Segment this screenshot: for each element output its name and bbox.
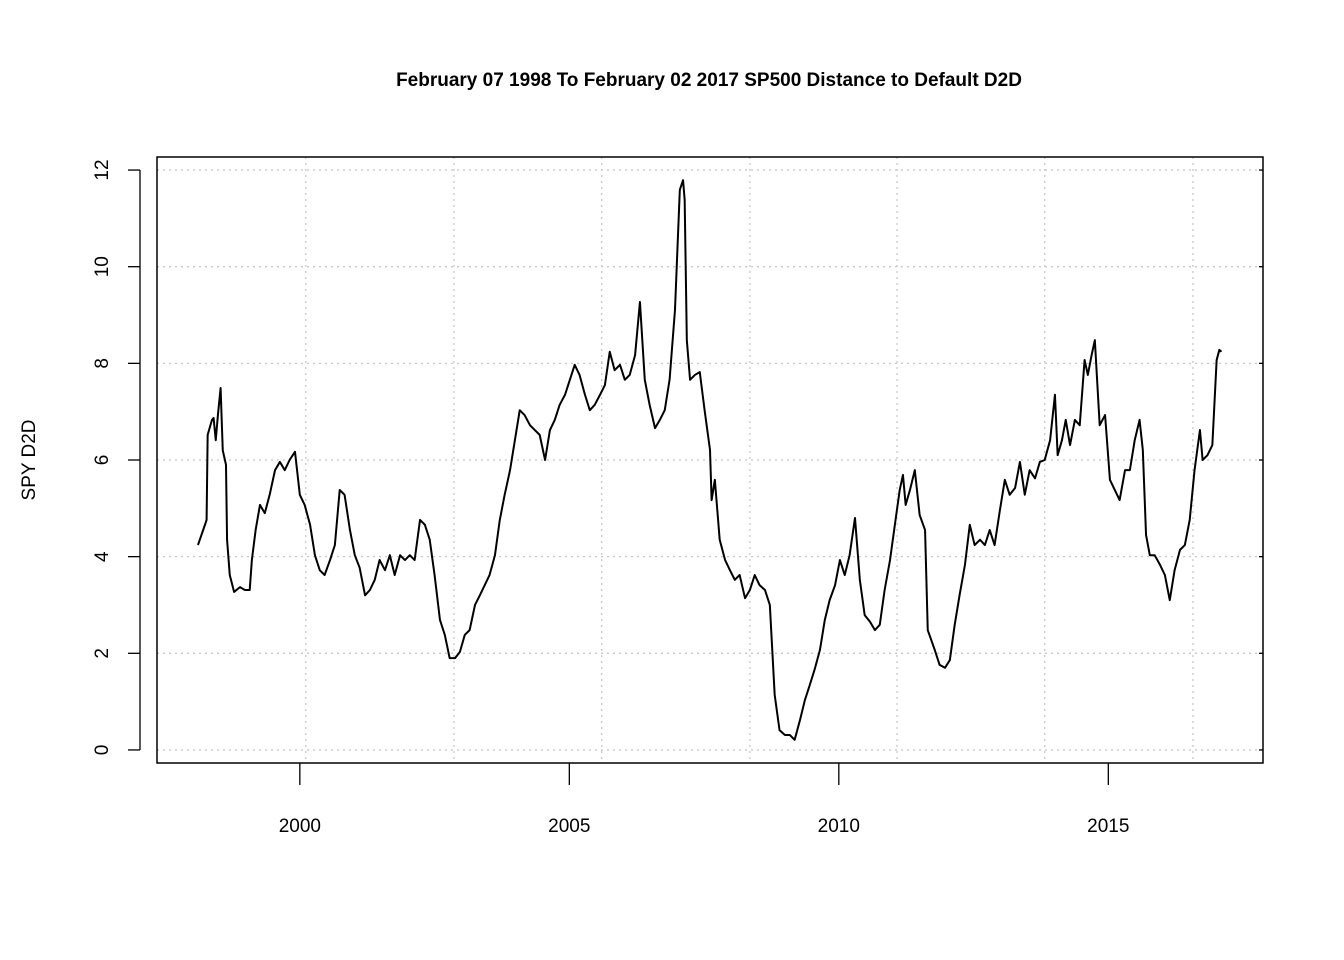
y-tick-label: 6 <box>92 455 113 466</box>
x-tick-label: 2000 <box>279 816 321 837</box>
data-line <box>197 179 1223 741</box>
y-axis-label: SPY D2D <box>19 420 40 501</box>
chart-title: February 07 1998 To February 02 2017 SP5… <box>396 70 1022 91</box>
plot-frame <box>156 156 1264 764</box>
y-tick-label: 0 <box>92 745 113 756</box>
y-tick-label: 12 <box>92 159 113 180</box>
y-tick-label: 8 <box>92 358 113 369</box>
y-tick-label: 2 <box>92 648 113 659</box>
y-tick-label: 4 <box>92 551 113 562</box>
y-tick-label: 10 <box>92 256 113 277</box>
x-tick-label: 2015 <box>1087 816 1129 837</box>
x-tick-label: 2010 <box>818 816 860 837</box>
x-tick-label: 2005 <box>548 816 590 837</box>
